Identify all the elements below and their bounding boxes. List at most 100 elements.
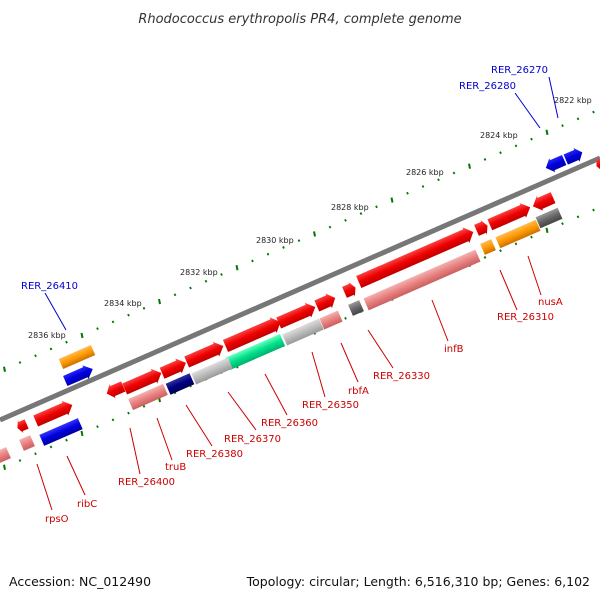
tick-label: 2828 kbp: [331, 203, 369, 212]
upper-tick: [266, 252, 270, 256]
gene-feature: [58, 344, 96, 370]
upper-tick: [80, 332, 84, 339]
upper-tick: [3, 366, 6, 372]
gene-feature: [122, 368, 162, 395]
upper-tick: [390, 197, 394, 203]
upper-tick: [576, 117, 580, 121]
gene-feature: [184, 341, 224, 368]
gene-feature: [106, 381, 126, 398]
gene-feature: [363, 249, 481, 311]
genome-backbone: [0, 155, 600, 423]
gene-feature: [282, 318, 324, 346]
leader-line: [156, 417, 173, 461]
lower-tick: [80, 430, 84, 437]
gene-label-rer26370[interactable]: RER_26370: [224, 434, 281, 445]
upper-tick: [328, 225, 332, 229]
leader-line: [431, 299, 449, 342]
gene-label-rpso[interactable]: rpsO: [45, 514, 69, 525]
lower-tick: [142, 404, 146, 408]
leader-line: [527, 255, 542, 296]
gene-feature: [319, 310, 343, 330]
leader-line: [340, 342, 359, 383]
lower-tick: [34, 452, 37, 456]
upper-tick: [158, 298, 161, 305]
upper-tick: [359, 212, 363, 215]
gene-label-rer26360[interactable]: RER_26360: [261, 418, 318, 429]
gene-feature: [535, 207, 563, 229]
gene-feature: [487, 203, 531, 231]
gene-feature: [480, 239, 496, 255]
upper-tick: [49, 347, 53, 351]
accession-text: Accession: NC_012490: [9, 574, 152, 589]
tick-label: 2834 kbp: [104, 299, 142, 308]
leader-lines: [36, 76, 559, 511]
gene-label-rer26330[interactable]: RER_26330: [373, 371, 430, 382]
gene-feature: [596, 156, 600, 172]
gene-label-rer26270[interactable]: RER_26270: [491, 65, 548, 76]
leader-line: [44, 292, 67, 331]
gene-label-trub[interactable]: truB: [165, 462, 186, 473]
lower-tick: [530, 235, 533, 239]
upper-tick: [437, 178, 440, 182]
gene-feature: [222, 317, 281, 352]
upper-tick: [514, 144, 518, 148]
upper-tick: [142, 306, 146, 310]
tick-label: 2824 kbp: [480, 131, 518, 140]
gene-label-rer26400[interactable]: RER_26400: [118, 477, 175, 488]
gene-feature: [342, 281, 356, 298]
gene-labels: RER_26270 RER_26280 RER_26410 nusA RER_2…: [21, 65, 563, 525]
axis-labels: 2822 kbp 2824 kbp 2826 kbp 2828 kbp 2830…: [28, 96, 592, 340]
gene-label-nusa[interactable]: nusA: [538, 297, 563, 308]
lower-tick: [576, 215, 580, 219]
gene-features: [0, 148, 600, 463]
upper-tick: [468, 163, 471, 169]
lower-tick: [499, 249, 502, 253]
gene-feature: [356, 227, 474, 288]
gene-feature: [314, 293, 336, 312]
leader-line: [185, 404, 213, 447]
gene-feature: [495, 219, 541, 249]
tick-label: 2826 kbp: [406, 168, 444, 177]
gene-feature: [39, 418, 83, 446]
gene-label-ribc[interactable]: ribC: [77, 499, 97, 510]
upper-tick: [65, 340, 68, 344]
upper-tick: [452, 171, 456, 175]
gene-label-rer26310[interactable]: RER_26310: [497, 312, 554, 323]
leader-line: [227, 391, 257, 431]
gene-feature: [545, 154, 567, 173]
gene-label-rbfa[interactable]: rbfA: [348, 386, 369, 397]
gene-feature: [63, 365, 93, 387]
gene-feature: [128, 383, 168, 411]
lower-tick: [344, 316, 347, 320]
upper-tick: [344, 218, 347, 222]
lower-tick: [3, 464, 6, 470]
leader-line: [548, 76, 559, 119]
gene-label-rer26380[interactable]: RER_26380: [186, 449, 243, 460]
gene-label-rer26350[interactable]: RER_26350: [302, 400, 359, 411]
gene-feature: [159, 358, 186, 379]
gene-label-rer26410[interactable]: RER_26410: [21, 281, 78, 292]
leader-line: [66, 455, 86, 496]
gene-feature: [224, 334, 286, 370]
upper-tick: [235, 265, 239, 271]
tick-label: 2830 kbp: [256, 236, 294, 245]
leader-line: [129, 427, 141, 475]
upper-tick: [375, 205, 378, 209]
gene-label-infb[interactable]: infB: [444, 344, 464, 355]
upper-tick: [530, 137, 533, 141]
leader-line: [514, 92, 541, 129]
leader-line: [311, 351, 326, 398]
upper-tick: [34, 354, 37, 358]
lower-tick: [65, 438, 68, 442]
lower-tick: [96, 425, 99, 429]
tick-label: 2832 kbp: [180, 268, 218, 277]
upper-tick: [111, 320, 115, 324]
leader-line: [499, 269, 518, 311]
lower-tick: [514, 242, 518, 246]
gene-label-rer26280[interactable]: RER_26280: [459, 81, 516, 92]
lower-tick: [111, 418, 115, 422]
upper-tick: [421, 185, 425, 188]
gene-feature: [474, 219, 488, 236]
upper-tick: [545, 129, 549, 136]
